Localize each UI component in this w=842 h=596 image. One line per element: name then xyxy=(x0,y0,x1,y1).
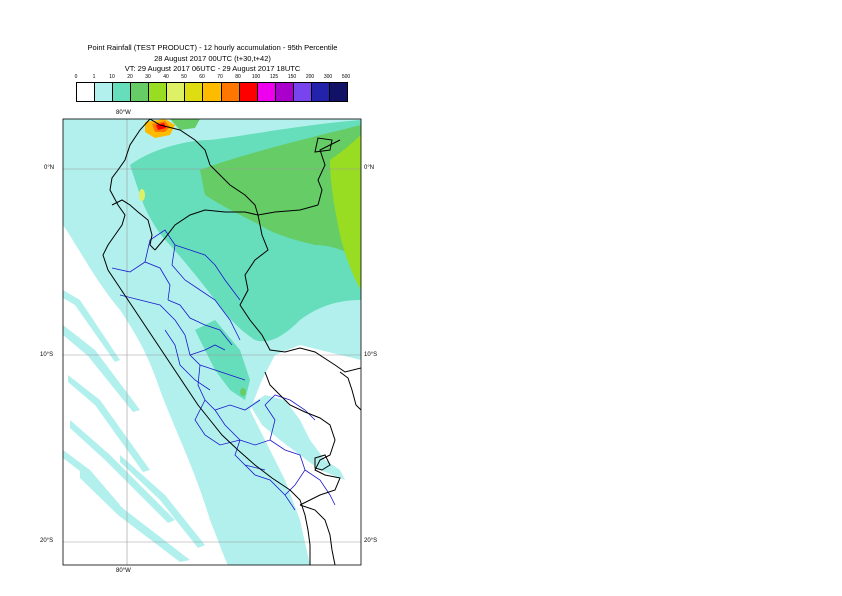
legend-tick-label: 20 xyxy=(127,74,133,80)
legend-tick-label: 80 xyxy=(235,74,241,80)
legend-tick-label: 10 xyxy=(109,74,115,80)
legend-tick-label: 0 xyxy=(74,74,78,80)
legend-tick-label: 125 xyxy=(269,74,279,80)
lat-label-right-0: 0°N xyxy=(364,165,375,171)
legend-swatch xyxy=(311,83,330,101)
chart-title: Point Rainfall (TEST PRODUCT) - 12 hourl… xyxy=(87,43,338,52)
legend-tick-label: 300 xyxy=(323,74,333,80)
legend-tick-label: 1 xyxy=(92,74,96,80)
country-borders xyxy=(102,119,361,565)
color-legend: 0 1 10 20 30 40 50 60 70 80 100 125 150 200 300 500 xyxy=(74,74,351,102)
rain-cell xyxy=(240,388,246,396)
lat-label-left-10: 10°S xyxy=(40,352,54,358)
rain-core-80mm xyxy=(156,123,166,130)
lon-label-bottom: 80°W xyxy=(116,568,131,574)
legend-swatches xyxy=(76,82,348,102)
lat-label-left-20: 20°S xyxy=(40,538,54,544)
map-frame xyxy=(62,118,362,566)
legend-swatch xyxy=(329,83,347,101)
legend-tick-label: 200 xyxy=(305,74,315,80)
legend-swatch xyxy=(257,83,276,101)
lat-label-right-20: 20°S xyxy=(364,538,378,544)
legend-tick-label: 30 xyxy=(145,74,151,80)
legend-swatch xyxy=(149,83,168,101)
legend-swatch xyxy=(113,83,132,101)
rain-field-10-20mm-patch xyxy=(195,320,250,400)
graticule xyxy=(63,119,361,565)
rain-field-20-30mm xyxy=(200,125,361,260)
legend-tick-label: 150 xyxy=(287,74,297,80)
base-time-label: 28 August 2017 00UTC (t+30,t+42) xyxy=(154,54,271,63)
department-boundaries xyxy=(111,229,336,511)
legend-swatch xyxy=(293,83,312,101)
rain-field-30-40mm xyxy=(330,135,361,290)
legend-swatch xyxy=(221,83,240,101)
legend-swatch xyxy=(185,83,204,101)
legend-tick-label: 40 xyxy=(163,74,169,80)
legend-swatch xyxy=(275,83,294,101)
map-field xyxy=(63,119,361,565)
rain-cell xyxy=(139,189,145,201)
lon-label-top: 80°W xyxy=(116,110,131,116)
lat-label-left-0: 0°N xyxy=(44,165,55,171)
dry-area-ocean xyxy=(63,225,228,565)
legend-tick-label: 70 xyxy=(217,74,223,80)
legend-swatch xyxy=(239,83,258,101)
legend-tick-label: 500 xyxy=(341,74,351,80)
legend-tick-label: 100 xyxy=(251,74,261,80)
legend-swatch xyxy=(167,83,186,101)
lat-label-right-10: 10°S xyxy=(364,352,378,358)
rain-field-andes-south xyxy=(250,395,345,480)
ocean-streaks xyxy=(63,290,205,562)
validity-time-label: VT: 29 August 2017 06UTC - 29 August 201… xyxy=(124,64,301,73)
legend-tick-label: 50 xyxy=(181,74,187,80)
legend-tick-label: 60 xyxy=(199,74,205,80)
legend-swatch xyxy=(131,83,150,101)
rain-field-north-patch xyxy=(170,119,200,130)
legend-swatch xyxy=(77,83,96,101)
legend-swatch xyxy=(203,83,222,101)
legend-swatch xyxy=(95,83,114,101)
